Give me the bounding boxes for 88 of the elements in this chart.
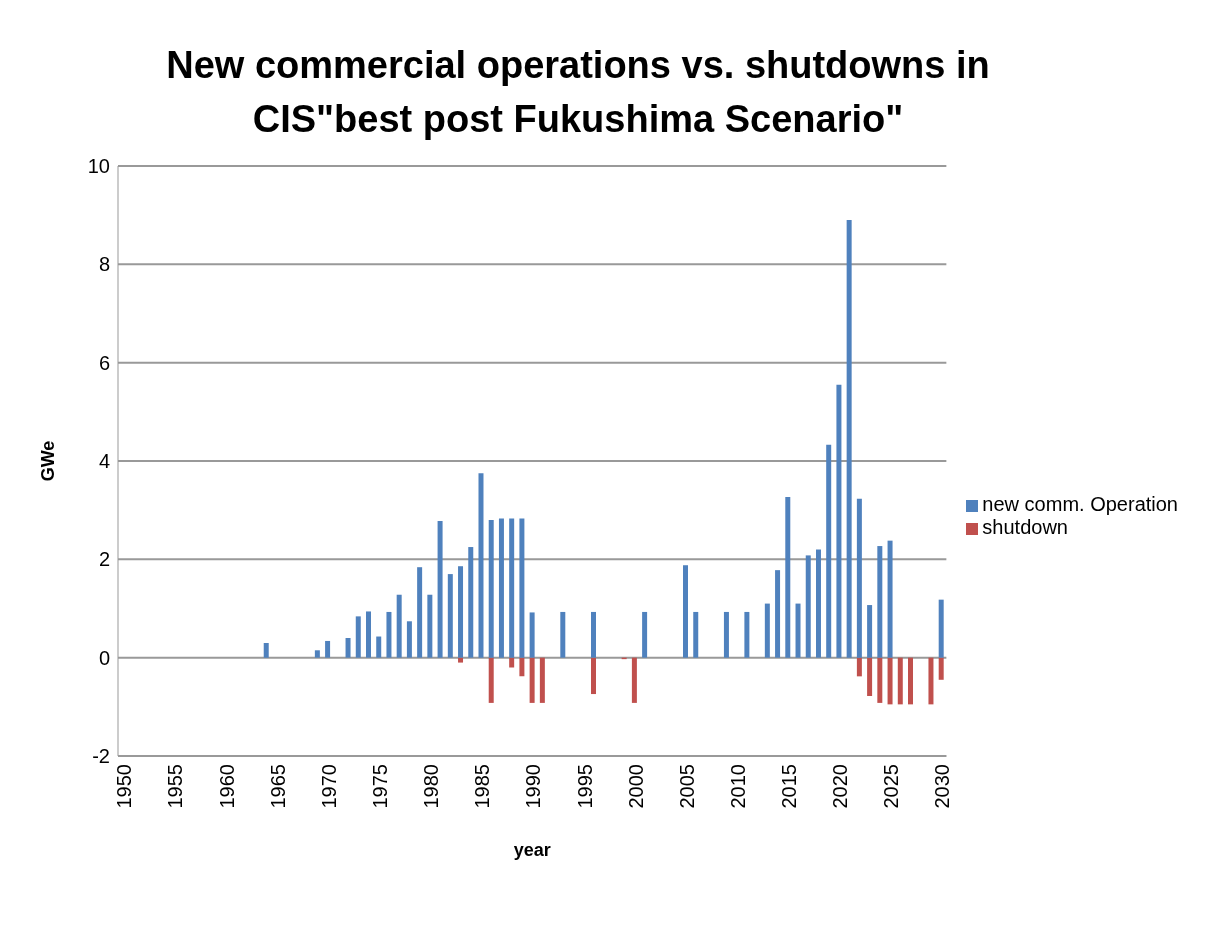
bar bbox=[468, 547, 474, 658]
bar bbox=[744, 611, 750, 658]
bar bbox=[509, 518, 515, 658]
bar bbox=[693, 611, 699, 658]
x-tick-label: 1960 bbox=[215, 764, 238, 809]
bar bbox=[877, 546, 883, 658]
x-tick-label: 2010 bbox=[726, 764, 749, 809]
bar bbox=[417, 567, 423, 658]
bar bbox=[560, 611, 566, 658]
bar bbox=[826, 444, 832, 658]
bar bbox=[345, 638, 351, 658]
y-tick-label: 10 bbox=[87, 155, 110, 178]
bar bbox=[785, 496, 791, 658]
x-tick-label: 1955 bbox=[164, 764, 187, 809]
bar bbox=[539, 657, 545, 703]
bar bbox=[856, 657, 862, 677]
bar bbox=[887, 540, 893, 658]
bar bbox=[836, 384, 842, 658]
bar bbox=[856, 498, 862, 658]
bar bbox=[795, 603, 801, 658]
bar bbox=[355, 616, 361, 658]
bar bbox=[386, 611, 392, 658]
bar bbox=[396, 594, 402, 658]
bar bbox=[447, 574, 453, 658]
bar bbox=[325, 640, 331, 658]
x-tick-label: 2005 bbox=[675, 764, 698, 809]
bar bbox=[897, 657, 903, 705]
bar bbox=[815, 549, 821, 658]
bar bbox=[764, 603, 770, 658]
y-tick-label: 4 bbox=[98, 450, 110, 473]
bar bbox=[887, 657, 893, 705]
bar bbox=[406, 621, 412, 658]
bar bbox=[437, 520, 443, 658]
x-tick-label: 1990 bbox=[522, 764, 545, 809]
bar bbox=[908, 657, 914, 705]
bar bbox=[519, 518, 525, 658]
bar bbox=[314, 650, 320, 658]
x-tick-label: 1995 bbox=[573, 764, 596, 809]
x-axis-title: year bbox=[513, 840, 551, 860]
bar bbox=[509, 657, 515, 668]
y-tick-label: 6 bbox=[98, 351, 110, 374]
x-tick-label: 1970 bbox=[317, 764, 340, 809]
bar bbox=[376, 636, 382, 658]
x-tick-label: 1975 bbox=[368, 764, 391, 809]
bar bbox=[683, 565, 689, 658]
bar bbox=[488, 520, 494, 658]
x-tick-label: 2015 bbox=[778, 764, 801, 809]
bar bbox=[642, 611, 648, 658]
legend-label: shutdown bbox=[982, 516, 1068, 538]
bar bbox=[631, 657, 637, 703]
bar bbox=[366, 611, 371, 658]
x-tick-label: 2000 bbox=[624, 764, 647, 809]
bar bbox=[529, 612, 535, 658]
y-tick-label: 2 bbox=[98, 548, 110, 571]
bar bbox=[458, 566, 464, 658]
bar bbox=[938, 657, 944, 680]
chart-title: New commercial operations vs. shutdowns in CIS"best post Fukushima Scenario" bbox=[165, 43, 991, 142]
x-tick-label: 1965 bbox=[266, 764, 289, 809]
y-tick-label: 8 bbox=[98, 253, 110, 276]
bar bbox=[938, 599, 944, 658]
bar bbox=[427, 594, 433, 658]
bar bbox=[867, 605, 873, 658]
y-tick-label: -2 bbox=[92, 745, 110, 768]
bar bbox=[458, 657, 464, 663]
bar bbox=[263, 642, 269, 658]
bar bbox=[805, 555, 811, 658]
bar bbox=[590, 611, 596, 658]
bar bbox=[498, 518, 504, 658]
bar bbox=[877, 657, 883, 703]
x-tick-label: 1985 bbox=[471, 764, 494, 809]
bar bbox=[928, 657, 934, 705]
bar bbox=[590, 657, 596, 695]
x-tick-label: 1980 bbox=[420, 764, 443, 809]
bar bbox=[775, 570, 781, 658]
bar bbox=[488, 657, 494, 703]
x-tick-label: 2020 bbox=[829, 764, 852, 809]
bar bbox=[846, 220, 852, 658]
bar bbox=[867, 657, 873, 697]
x-tick-label: 2025 bbox=[880, 764, 903, 809]
x-tick-label: 1950 bbox=[113, 764, 136, 809]
x-tick-label: 2030 bbox=[931, 764, 954, 809]
bar bbox=[529, 657, 535, 703]
y-tick-label: 0 bbox=[98, 646, 110, 669]
bar bbox=[519, 657, 525, 677]
bar bbox=[478, 473, 484, 658]
legend-label: new comm. Operation bbox=[982, 493, 1178, 515]
y-axis-title: GWe bbox=[38, 440, 59, 482]
bar bbox=[723, 611, 729, 658]
